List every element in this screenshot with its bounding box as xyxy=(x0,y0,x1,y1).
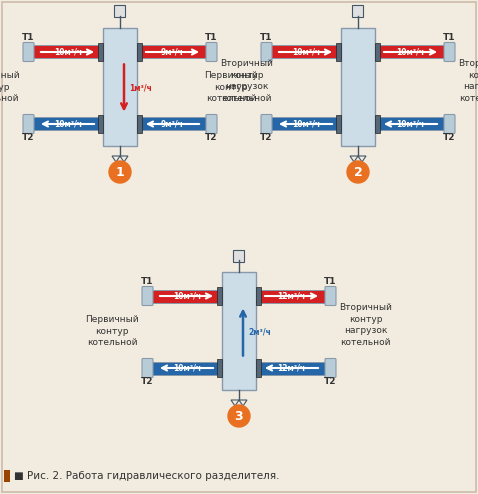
Text: 10м³/ч: 10м³/ч xyxy=(173,364,201,372)
Text: 2: 2 xyxy=(354,165,362,178)
Text: 10м³/ч: 10м³/ч xyxy=(54,47,82,56)
Text: Вторичный
контур
нагрузок
котельной: Вторичный контур нагрузок котельной xyxy=(339,303,392,347)
Text: 10м³/ч: 10м³/ч xyxy=(292,120,320,128)
FancyBboxPatch shape xyxy=(217,287,222,305)
Circle shape xyxy=(347,161,369,183)
FancyBboxPatch shape xyxy=(115,5,126,17)
Text: Вторичный
контур
нагрузок
котельной: Вторичный контур нагрузок котельной xyxy=(220,59,273,103)
Text: 1: 1 xyxy=(116,165,124,178)
FancyBboxPatch shape xyxy=(206,42,217,61)
FancyBboxPatch shape xyxy=(98,115,103,133)
Text: 10м³/ч: 10м³/ч xyxy=(292,47,320,56)
FancyBboxPatch shape xyxy=(352,5,363,17)
FancyBboxPatch shape xyxy=(444,115,455,133)
Text: T1: T1 xyxy=(22,33,35,41)
FancyBboxPatch shape xyxy=(341,28,375,146)
Text: T2: T2 xyxy=(141,376,154,385)
Circle shape xyxy=(228,405,250,427)
FancyBboxPatch shape xyxy=(152,362,222,374)
FancyBboxPatch shape xyxy=(444,42,455,61)
Text: T1: T1 xyxy=(443,33,456,41)
Text: 10м³/ч: 10м³/ч xyxy=(173,291,201,300)
Text: Первичный
контур
котельной: Первичный контур котельной xyxy=(205,71,258,103)
FancyBboxPatch shape xyxy=(261,42,272,61)
Text: T2: T2 xyxy=(443,132,456,141)
FancyBboxPatch shape xyxy=(271,45,341,58)
FancyBboxPatch shape xyxy=(103,28,137,146)
Text: T2: T2 xyxy=(324,376,337,385)
FancyBboxPatch shape xyxy=(206,115,217,133)
Text: 10м³/ч: 10м³/ч xyxy=(54,120,82,128)
Text: 1м³/ч: 1м³/ч xyxy=(129,83,152,92)
FancyBboxPatch shape xyxy=(256,287,261,305)
FancyBboxPatch shape xyxy=(137,118,207,130)
FancyBboxPatch shape xyxy=(217,359,222,377)
FancyBboxPatch shape xyxy=(98,43,103,61)
FancyBboxPatch shape xyxy=(137,45,207,58)
Text: T2: T2 xyxy=(205,132,218,141)
Text: ■ Рис. 2. Работа гидравлического разделителя.: ■ Рис. 2. Работа гидравлического раздели… xyxy=(14,471,280,481)
FancyBboxPatch shape xyxy=(325,287,336,305)
FancyBboxPatch shape xyxy=(336,43,341,61)
FancyBboxPatch shape xyxy=(256,359,261,377)
FancyBboxPatch shape xyxy=(142,359,153,377)
FancyBboxPatch shape xyxy=(222,272,256,390)
Text: Вторичный
контур
нагрузок
котельной: Вторичный контур нагрузок котельной xyxy=(458,59,478,103)
Text: 10м³/ч: 10м³/ч xyxy=(396,120,424,128)
Text: 3: 3 xyxy=(235,410,243,422)
FancyBboxPatch shape xyxy=(137,115,142,133)
FancyBboxPatch shape xyxy=(375,115,380,133)
FancyBboxPatch shape xyxy=(375,43,380,61)
Circle shape xyxy=(109,161,131,183)
Text: Первичный
контур
котельной: Первичный контур котельной xyxy=(0,71,20,103)
Text: 9м³/ч: 9м³/ч xyxy=(161,120,184,128)
FancyBboxPatch shape xyxy=(336,115,341,133)
Text: T1: T1 xyxy=(324,277,337,286)
FancyBboxPatch shape xyxy=(233,249,245,261)
FancyBboxPatch shape xyxy=(325,359,336,377)
FancyBboxPatch shape xyxy=(375,45,445,58)
Text: T1: T1 xyxy=(141,277,154,286)
FancyBboxPatch shape xyxy=(256,362,326,374)
Text: 12м³/ч: 12м³/ч xyxy=(277,364,305,372)
Text: 2м³/ч: 2м³/ч xyxy=(248,328,271,336)
FancyBboxPatch shape xyxy=(33,45,103,58)
FancyBboxPatch shape xyxy=(137,43,142,61)
Text: 9м³/ч: 9м³/ч xyxy=(161,47,184,56)
FancyBboxPatch shape xyxy=(152,289,222,302)
FancyBboxPatch shape xyxy=(33,118,103,130)
Text: T1: T1 xyxy=(205,33,218,41)
FancyBboxPatch shape xyxy=(142,287,153,305)
FancyBboxPatch shape xyxy=(271,118,341,130)
Text: Первичный
контур
котельной: Первичный контур котельной xyxy=(86,315,139,347)
FancyBboxPatch shape xyxy=(256,289,326,302)
FancyBboxPatch shape xyxy=(375,118,445,130)
Text: T2: T2 xyxy=(260,132,273,141)
FancyBboxPatch shape xyxy=(4,470,10,482)
Text: T2: T2 xyxy=(22,132,35,141)
FancyBboxPatch shape xyxy=(261,115,272,133)
Text: 10м³/ч: 10м³/ч xyxy=(396,47,424,56)
Text: 12м³/ч: 12м³/ч xyxy=(277,291,305,300)
FancyBboxPatch shape xyxy=(23,42,34,61)
FancyBboxPatch shape xyxy=(23,115,34,133)
Text: T1: T1 xyxy=(260,33,273,41)
